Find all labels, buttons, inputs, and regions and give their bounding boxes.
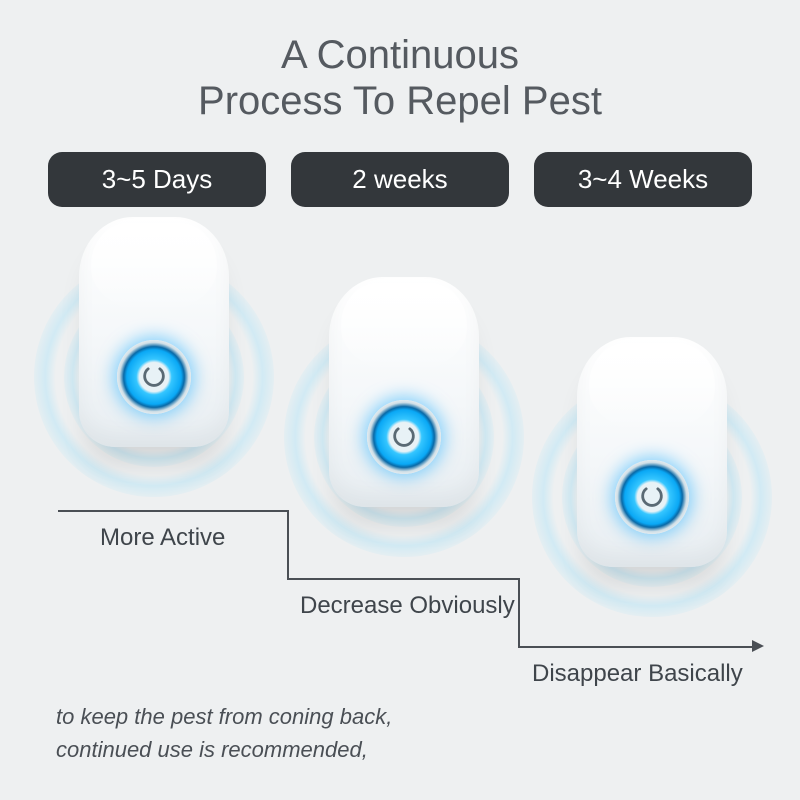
device-stage-1 (34, 217, 274, 447)
power-ring-icon (367, 400, 441, 474)
timeline-line (287, 510, 289, 578)
stage-label: Disappear Basically (532, 660, 743, 688)
stage-pill-row: 3~5 Days 2 weeks 3~4 Weeks (0, 152, 800, 207)
timeline-line (287, 578, 519, 580)
power-ring-icon (117, 340, 191, 414)
timeline-line (518, 646, 756, 648)
device-stage-area (0, 217, 800, 657)
power-ring-icon (615, 460, 689, 534)
stage-label: Decrease Obviously (300, 592, 515, 620)
timeline-line (58, 510, 288, 512)
title-line-1: A Continuous (0, 32, 800, 78)
timeline-arrowhead-icon (752, 640, 764, 652)
stage-pill: 3~4 Weeks (534, 152, 752, 207)
stage-pill: 3~5 Days (48, 152, 266, 207)
repeller-device (329, 277, 479, 507)
stage-pill: 2 weeks (291, 152, 509, 207)
stage-label: More Active (100, 524, 225, 552)
repeller-device (577, 337, 727, 567)
title-line-2: Process To Repel Pest (0, 78, 800, 124)
footnote: to keep the pest from coning back, conti… (56, 700, 392, 766)
page-title: A Continuous Process To Repel Pest (0, 0, 800, 124)
footnote-line: continued use is recommended, (56, 733, 392, 766)
device-stage-3 (532, 337, 772, 567)
timeline-line (518, 578, 520, 646)
device-stage-2 (284, 277, 524, 507)
repeller-device (79, 217, 229, 447)
footnote-line: to keep the pest from coning back, (56, 700, 392, 733)
